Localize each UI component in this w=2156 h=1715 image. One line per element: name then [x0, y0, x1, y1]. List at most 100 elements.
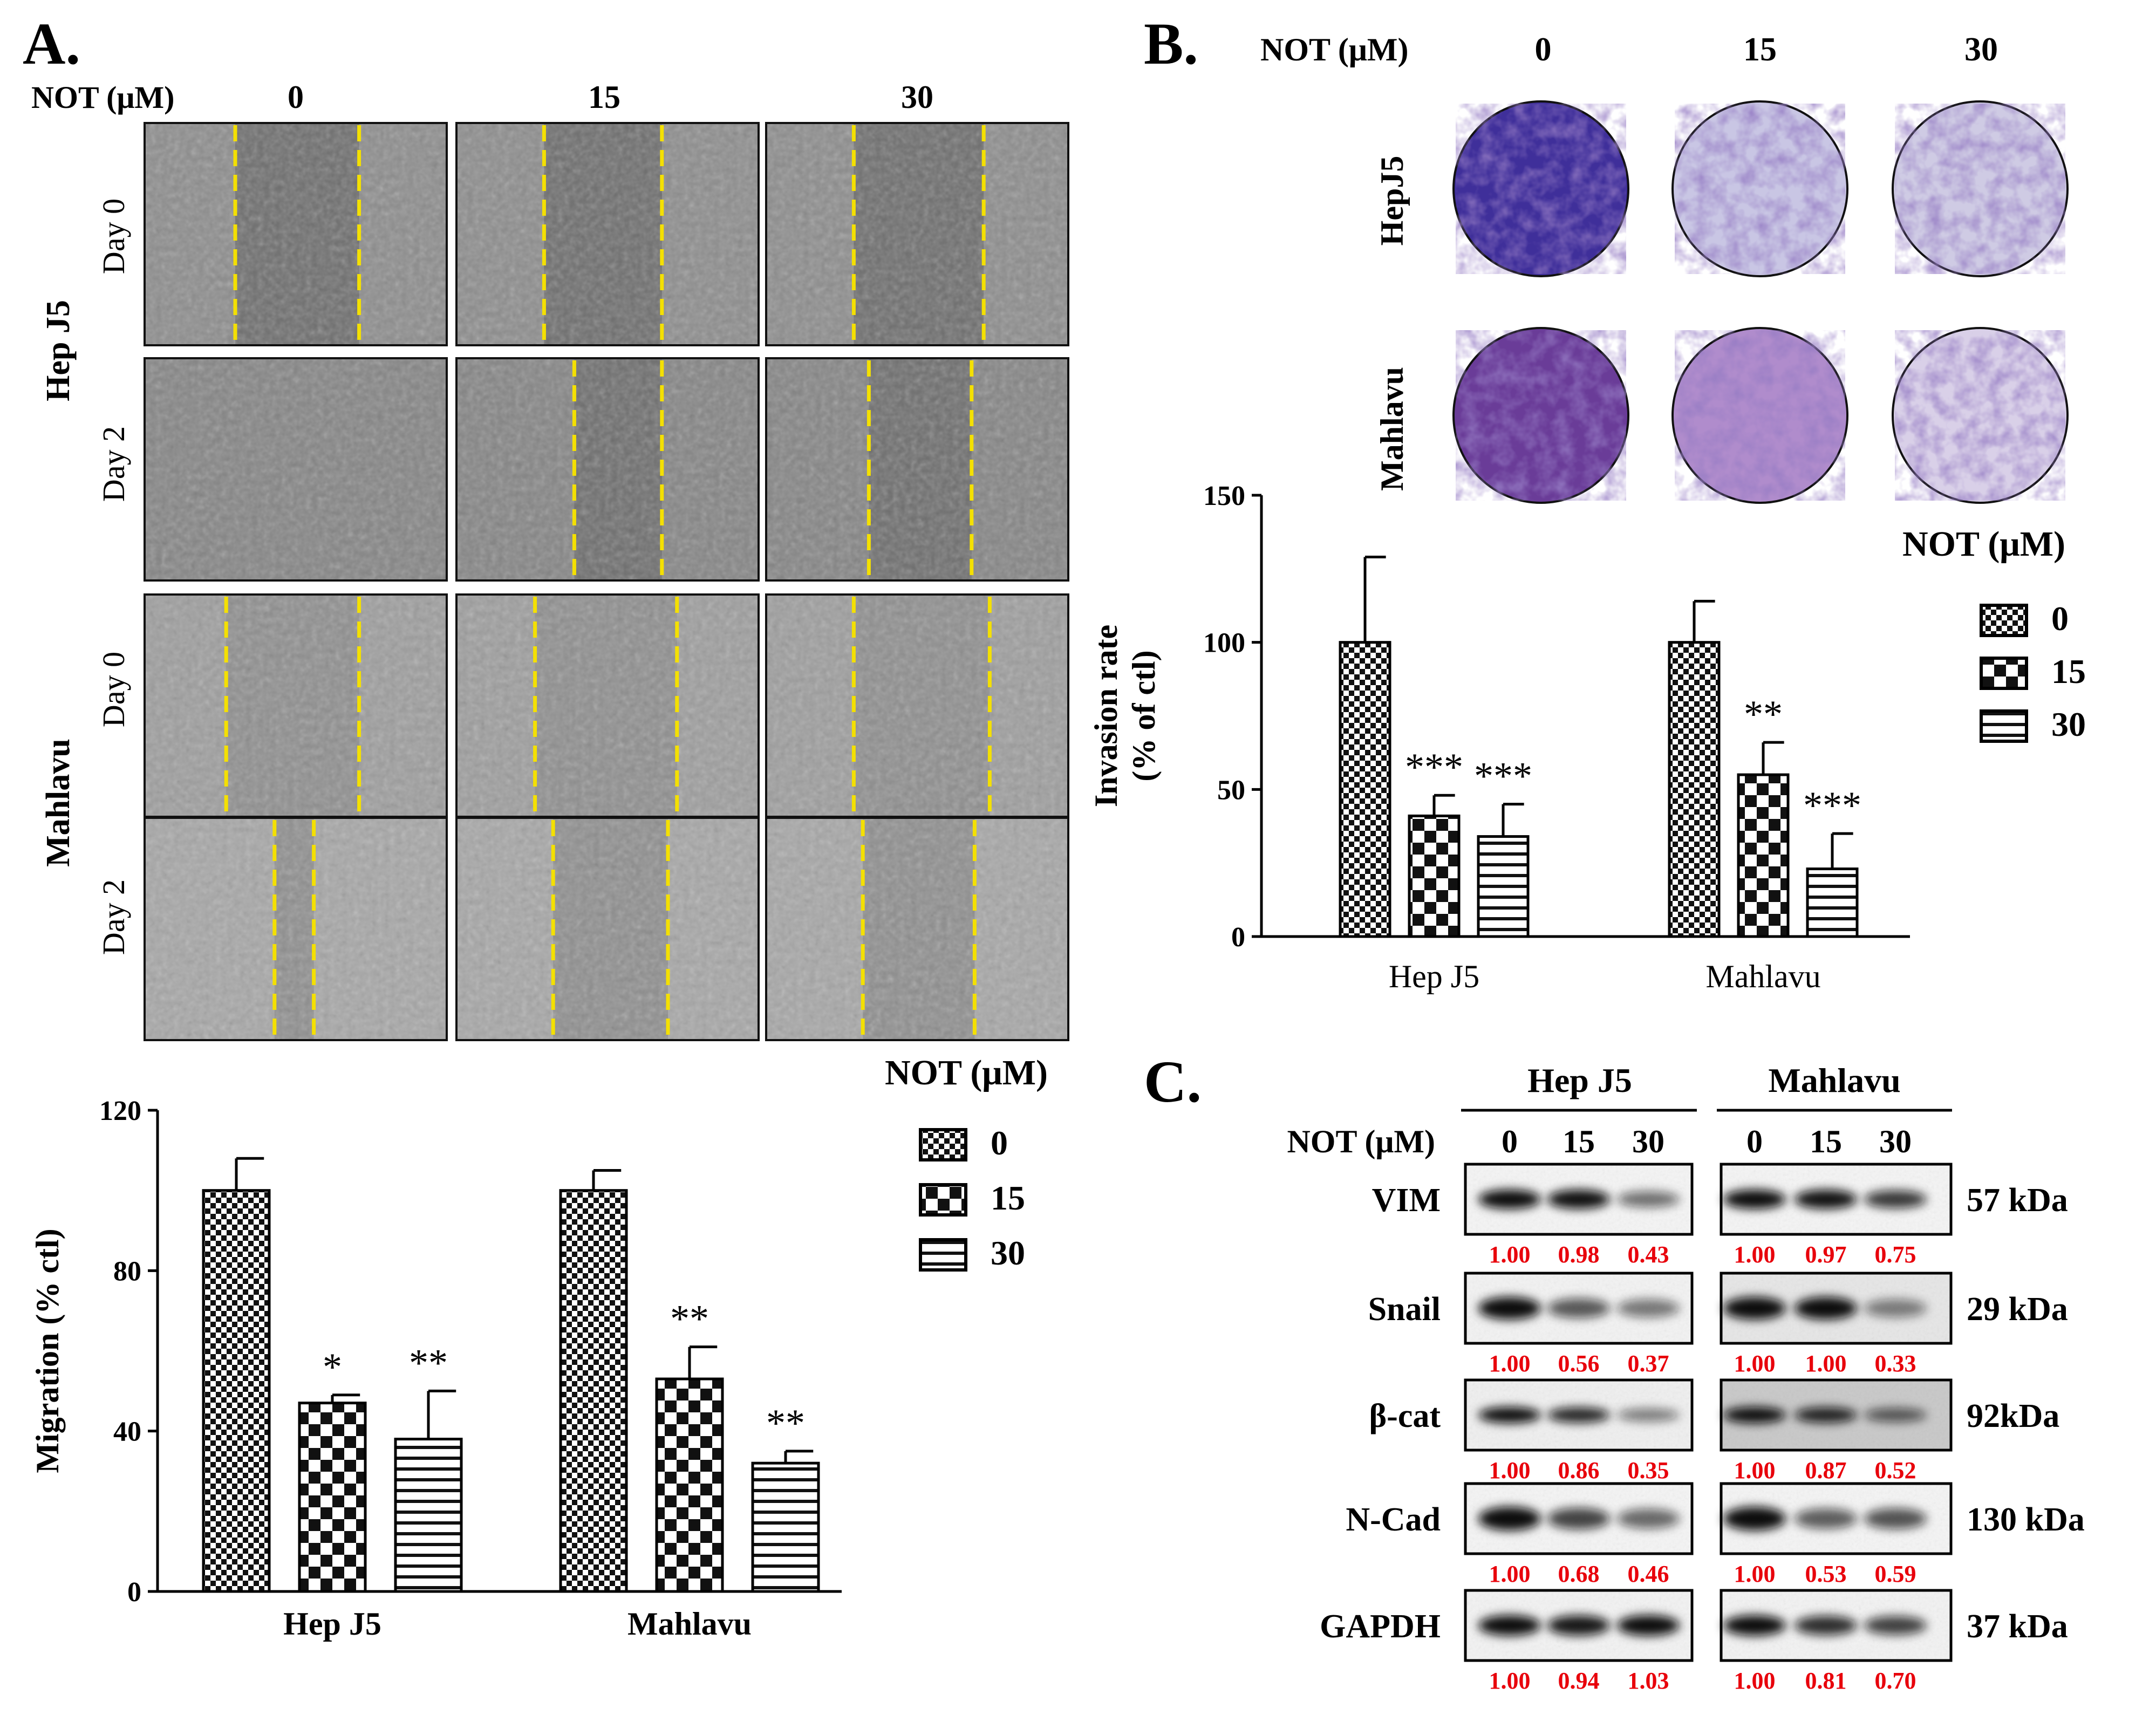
scratch-image: [144, 817, 448, 1041]
legend-title: NOT (μM): [885, 1053, 1048, 1092]
day-label: Day 0: [96, 652, 131, 727]
scratch-image: [765, 357, 1069, 582]
molecular-weight-label: 130 kDa: [1967, 1501, 2085, 1538]
panel-b-dose-0: 0: [1535, 31, 1552, 68]
cell-texture: [146, 596, 446, 816]
band-quantification: 1.00: [1734, 1350, 1776, 1377]
molecular-weight-label: 92kDa: [1967, 1398, 2059, 1434]
blot-group-label: Mahlavu: [1768, 1061, 1900, 1099]
protein-band: [1547, 1298, 1610, 1318]
y-tick-label: 50: [1217, 775, 1245, 805]
protein-label: VIM: [1372, 1182, 1441, 1219]
band-quantification: 1.00: [1489, 1668, 1531, 1694]
band-quantification: 0.43: [1628, 1241, 1669, 1268]
blot-not-label: NOT (μM): [1287, 1124, 1435, 1159]
cell-texture: [767, 819, 1067, 1039]
panel-b-dose-15: 15: [1743, 31, 1777, 68]
band-quantification: 0.86: [1558, 1457, 1600, 1484]
blot-row: β-cat 92kDa 1.00 0.86 0.35 1.00 0.87 0.52: [1369, 1378, 2059, 1484]
bar: [1668, 641, 1721, 938]
band-quantification: 0.59: [1875, 1561, 1916, 1587]
blot-dose-label: 30: [1879, 1124, 1912, 1159]
scratch-image-grid: [144, 122, 1069, 1041]
scratch-image: [455, 122, 760, 346]
protein-band: [1723, 1190, 1786, 1209]
scratch-image: [765, 122, 1069, 346]
band-quantification: 1.00: [1489, 1241, 1531, 1268]
band-quantification: 0.52: [1875, 1457, 1916, 1484]
legend-swatch: [919, 1128, 967, 1161]
band-quantification: 1.00: [1734, 1561, 1776, 1587]
molecular-weight-label: 57 kDa: [1967, 1182, 2068, 1219]
bar: [1806, 867, 1859, 938]
scratch-image: [455, 817, 760, 1041]
y-tick-label: 150: [1203, 481, 1245, 511]
transwell-image: [1892, 327, 2069, 504]
protein-band: [1795, 1407, 1857, 1423]
panel-a-not-label: NOT (μM): [31, 80, 174, 115]
legend-label: 30: [2051, 705, 2086, 743]
panel-b-label: B.: [1144, 11, 1198, 77]
blot-dose-label: 15: [1810, 1124, 1842, 1159]
blot-dose-label: 0: [1502, 1124, 1518, 1159]
stained-cells: [1456, 330, 1626, 501]
legend-swatch: [919, 1183, 967, 1217]
significance-label: *: [323, 1345, 342, 1389]
significance-label: **: [766, 1402, 805, 1445]
band-quantification: 1.03: [1628, 1668, 1669, 1694]
day-label: Day 2: [96, 426, 131, 502]
band-quantification: 1.00: [1734, 1241, 1776, 1268]
band-quantification: 0.68: [1558, 1561, 1600, 1587]
cell-texture: [767, 124, 1067, 344]
panel-a-dose-0: 0: [288, 79, 304, 115]
y-tick-label: 0: [1231, 922, 1245, 953]
transwell-image: [1671, 100, 1848, 277]
y-axis-label: Migration (% ctl): [30, 1228, 65, 1473]
y-tick-label: 80: [113, 1256, 141, 1287]
panel-a-dose-30: 30: [901, 79, 933, 115]
bar: [1477, 835, 1530, 938]
protein-band: [1795, 1297, 1857, 1320]
blot-row: N-Cad 130 kDa 1.00 0.68 0.46 1.00 0.53 0.59: [1346, 1482, 2085, 1587]
cell-texture: [458, 359, 758, 579]
transwell-image: [1452, 100, 1629, 277]
protein-band: [1478, 1297, 1541, 1320]
cell-texture: [458, 819, 758, 1039]
protein-band: [1617, 1615, 1680, 1636]
band-quantification: 1.00: [1489, 1457, 1531, 1484]
scratch-image: [455, 357, 760, 582]
protein-band: [1547, 1615, 1610, 1636]
cell-texture: [458, 124, 758, 344]
blot-dose-label: 30: [1632, 1124, 1664, 1159]
legend-label: 0: [2051, 599, 2069, 638]
bar: [394, 1438, 463, 1593]
transwell-image-grid: [1452, 100, 2069, 504]
y-tick-label: 40: [113, 1417, 141, 1447]
y-axis-label: (% of ctl): [1126, 650, 1162, 781]
protein-band: [1617, 1408, 1680, 1422]
significance-label: **: [670, 1297, 709, 1341]
bar: [559, 1189, 628, 1593]
band-quantification: 0.37: [1628, 1350, 1669, 1377]
significance-label: ***: [1405, 746, 1463, 789]
day-label: Day 0: [96, 199, 131, 274]
panel-a-label: A.: [23, 11, 80, 77]
cell-texture: [767, 359, 1067, 579]
protein-band: [1723, 1297, 1786, 1320]
y-axis-label: Invasion rate: [1088, 625, 1124, 807]
band-quantification: 0.97: [1805, 1241, 1847, 1268]
blot-dose-label: 15: [1563, 1124, 1595, 1159]
protein-label: N-Cad: [1346, 1501, 1441, 1538]
significance-label: **: [409, 1341, 448, 1384]
band-quantification: 0.33: [1875, 1350, 1916, 1377]
protein-label: GAPDH: [1320, 1608, 1441, 1645]
protein-label: β-cat: [1369, 1398, 1441, 1434]
protein-band: [1617, 1508, 1680, 1529]
molecular-weight-label: 29 kDa: [1967, 1291, 2068, 1328]
protein-band: [1723, 1407, 1786, 1423]
cell-texture: [146, 359, 446, 579]
x-category-label: Hep J5: [283, 1606, 381, 1642]
band-quantification: 0.53: [1805, 1561, 1847, 1587]
protein-band: [1478, 1407, 1541, 1423]
bar: [655, 1377, 724, 1593]
